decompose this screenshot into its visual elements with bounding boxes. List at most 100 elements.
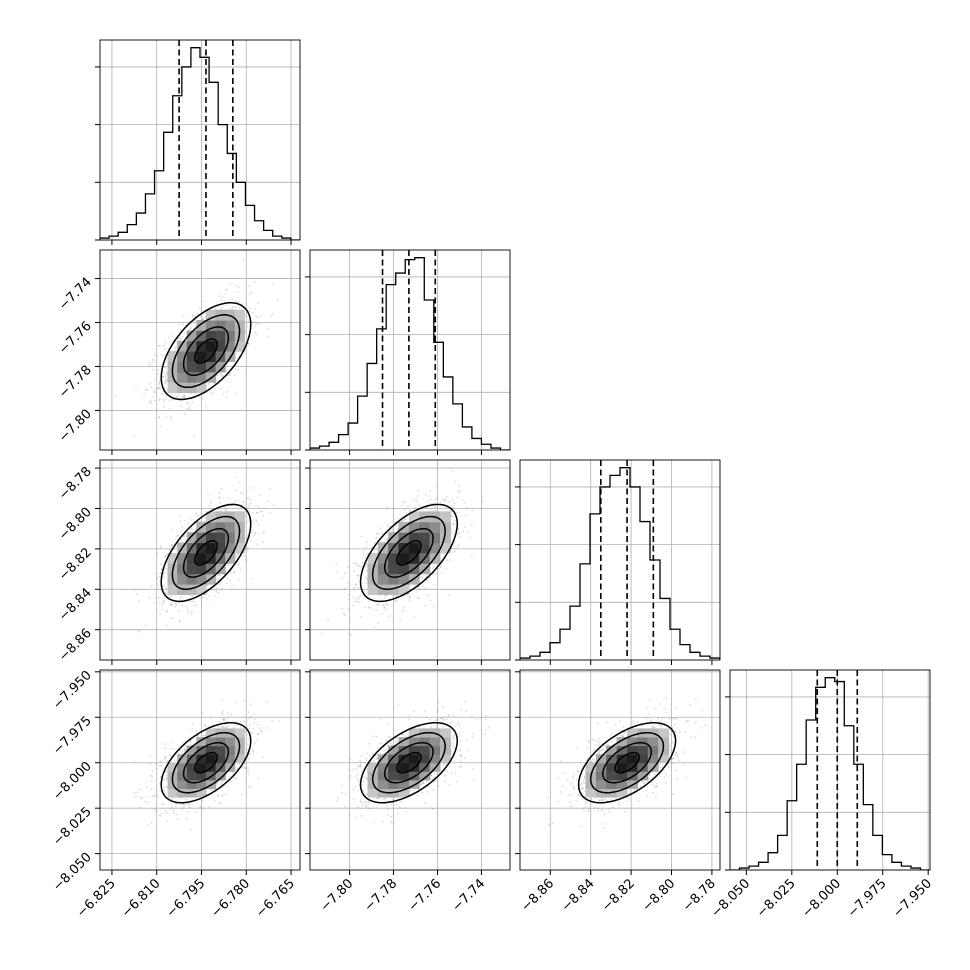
sample-point [404,507,406,510]
sample-point [427,785,430,788]
sample-point [366,541,369,544]
sample-point [237,578,240,581]
sample-point [249,785,252,787]
sample-point [248,320,250,323]
contour-2 [371,515,446,591]
sample-point [193,434,196,437]
sample-point [458,484,460,487]
sample-point [152,593,155,596]
sample-point [269,511,272,514]
sample-point [395,741,397,743]
sample-point [189,600,191,603]
sample-point [417,495,419,497]
sample-point [222,393,225,396]
sample-point [359,764,362,767]
sample-point [261,532,264,534]
sample-point [640,780,643,783]
sample-point [251,748,254,751]
sample-point [171,617,174,620]
sample-point [235,556,237,558]
sample-point [235,356,237,359]
sample-point [685,720,688,722]
x-tick-label: −8.050 [709,876,754,921]
sample-point [254,331,257,334]
sample-point [601,798,604,800]
sample-point [243,767,246,770]
sample-point [163,400,165,403]
sample-point [391,821,393,824]
sample-point [199,805,202,808]
density-cell [647,754,659,764]
panel-3-0: −8.050−8.025−8.000−7.975−7.950−6.825 −6.8… [50,668,301,921]
sample-point [704,724,707,727]
panel-frame [309,669,511,871]
grid-lines [520,670,720,870]
panel-frame [99,39,301,241]
density-cell [627,737,638,747]
sample-point [453,734,456,736]
density-cell [398,563,410,575]
grid-lines [100,670,300,870]
x-tick-label: −8.80 [640,876,679,915]
sample-point [357,596,360,598]
sample-point [224,506,227,509]
sample-point [387,808,389,811]
sample-point [417,489,419,491]
density-cell [408,521,420,533]
density-cell [408,745,420,755]
sample-point [156,577,158,580]
sample-point [671,717,674,720]
sample-point [357,789,359,792]
sample-point [175,346,177,348]
sample-point [451,506,454,509]
sample-point [150,787,153,790]
sample-point [244,331,247,334]
sample-point [161,803,164,806]
histogram-step [100,47,300,240]
sample-point [171,544,173,547]
sample-point [253,713,255,715]
sample-point [568,794,570,797]
sample-point [446,559,448,562]
sample-point [175,604,178,606]
sample-point [700,726,703,729]
sample-point [181,315,184,318]
sample-point [175,396,178,398]
sample-point [424,604,427,607]
sample-point [376,797,379,799]
sample-point [466,507,468,509]
density-cell [419,754,431,764]
sample-point [593,758,596,761]
sample-point [251,512,254,514]
sample-point [602,749,605,751]
sample-point [250,703,252,706]
contour-3 [359,721,459,804]
sample-point [429,495,432,497]
sample-point [138,600,140,603]
panel-3-2: −8.86 −8.84 −8.82 −8.80 −8.78 [515,669,721,915]
sample-point [228,373,231,375]
sample-point [365,566,367,568]
grid-lines [100,250,300,450]
sample-point [271,720,273,722]
sample-point [394,600,397,602]
sample-point [354,785,357,788]
sample-point [161,392,164,395]
sample-point [250,538,252,541]
sample-point [664,781,667,784]
sample-point [458,733,461,735]
sample-point [243,555,246,557]
sample-point [451,515,453,518]
sample-point [431,567,434,569]
sample-point [249,724,251,727]
sample-point [487,726,490,729]
sample-point [162,376,165,378]
sample-point [166,812,169,814]
sample-point [202,596,205,599]
sample-point [247,767,250,769]
sample-point [176,395,179,398]
sample-point [189,409,192,411]
sample-point [336,800,338,802]
sample-point [198,307,201,310]
sample-point [436,486,439,489]
